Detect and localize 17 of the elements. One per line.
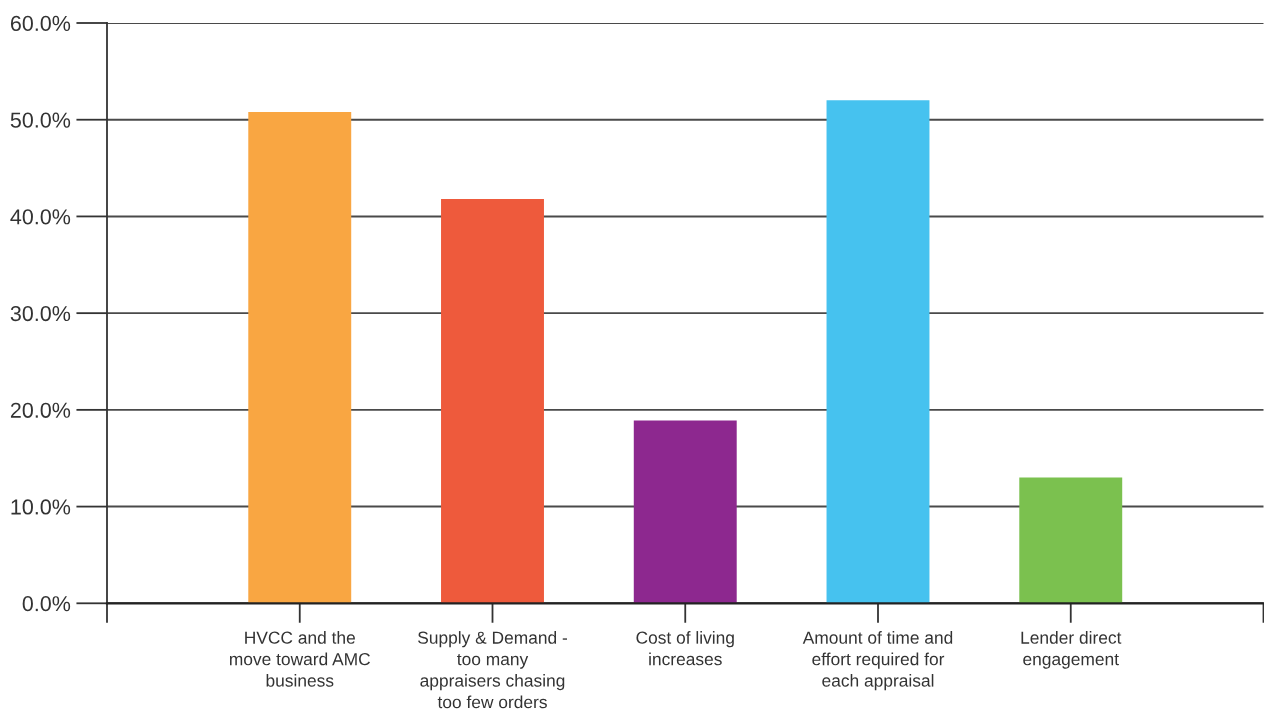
bar: [1019, 477, 1123, 604]
bar: [441, 199, 544, 604]
bar: [633, 420, 737, 604]
y-tick-label: 50.0%: [10, 112, 71, 128]
x-tick-label: Supply & Demand - too many appraisers chasing too few orders: [418, 631, 567, 709]
y-tick-label: 20.0%: [10, 402, 71, 418]
x-tick-label: Cost of living increases: [636, 631, 734, 666]
y-tick-label: 40.0%: [10, 209, 71, 225]
bar: [826, 100, 930, 604]
x-tick-label: Amount of time and effort required for each appraisal: [802, 631, 953, 691]
y-tick-label: 30.0%: [10, 305, 71, 322]
y-tick-label: 60.0%: [10, 15, 71, 32]
x-tick-label: Lender direct engagement: [1021, 631, 1122, 669]
x-tick-label: HVCC and the move toward AMC business: [229, 631, 371, 687]
bar: [248, 111, 352, 604]
y-tick-label: 0.0%: [22, 596, 71, 612]
y-tick-label: 10.0%: [11, 499, 71, 515]
